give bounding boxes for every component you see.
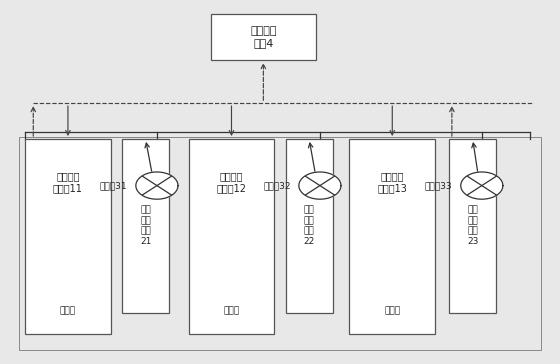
Text: 启动期: 启动期 xyxy=(60,306,76,315)
Text: 第三
消化
液罐
23: 第三 消化 液罐 23 xyxy=(467,206,478,246)
Text: 活性期: 活性期 xyxy=(223,306,240,315)
Text: 气体收集
装置4: 气体收集 装置4 xyxy=(250,26,277,48)
Bar xyxy=(286,139,333,313)
Bar xyxy=(189,139,274,335)
Text: 第一
消化
液罐
21: 第一 消化 液罐 21 xyxy=(140,206,151,246)
Bar xyxy=(349,139,435,335)
Text: 第二泵32: 第二泵32 xyxy=(263,181,291,190)
Text: 第三生物
反应器13: 第三生物 反应器13 xyxy=(377,171,407,193)
Text: 腐熟期: 腐熟期 xyxy=(384,306,400,315)
Text: 第三泵33: 第三泵33 xyxy=(425,181,452,190)
Polygon shape xyxy=(299,172,341,199)
Polygon shape xyxy=(461,172,503,199)
Text: 第一泵31: 第一泵31 xyxy=(100,181,128,190)
Text: 第二生物
反应器12: 第二生物 反应器12 xyxy=(217,171,246,193)
Bar xyxy=(25,139,111,335)
Polygon shape xyxy=(136,172,178,199)
Text: 第一生物
反应器11: 第一生物 反应器11 xyxy=(53,171,83,193)
Bar xyxy=(122,139,169,313)
Text: 第二
消化
液罐
22: 第二 消化 液罐 22 xyxy=(304,206,315,246)
Bar xyxy=(211,13,316,60)
Bar xyxy=(449,139,496,313)
Bar xyxy=(20,137,540,351)
